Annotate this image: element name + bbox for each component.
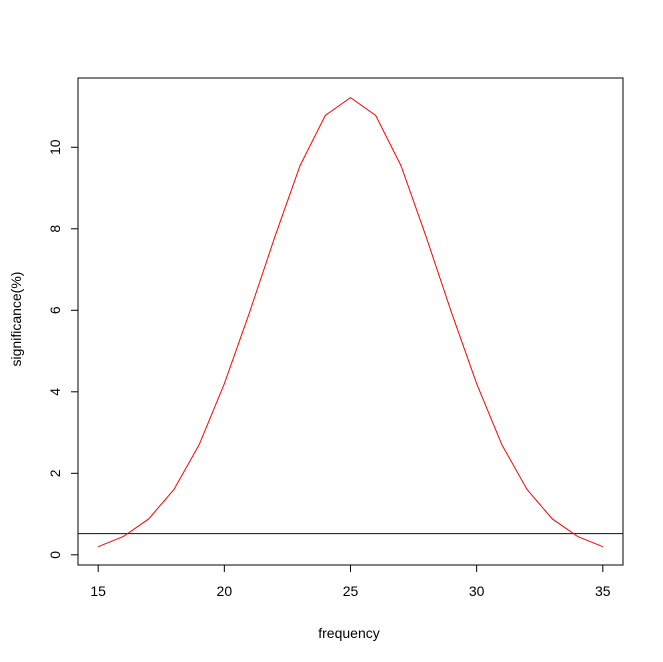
- y-tick-label: 4: [47, 388, 63, 396]
- x-tick-label: 25: [343, 583, 359, 599]
- y-tick-label: 10: [47, 139, 63, 155]
- plot-frame: [77, 77, 624, 566]
- x-axis-title: frequency: [318, 625, 379, 641]
- x-tick-label: 15: [90, 583, 106, 599]
- x-tick-label: 20: [217, 583, 233, 599]
- series-line: [98, 96, 603, 548]
- y-axis: 0 2 4 6 8 10: [47, 139, 79, 559]
- x-axis: 15 20 25 30 35: [90, 564, 611, 599]
- series-group: [98, 96, 603, 548]
- x-tick-label: 35: [595, 583, 611, 599]
- y-tick-label: 0: [47, 551, 63, 559]
- y-tick-label: 2: [47, 469, 63, 477]
- x-tick-label: 30: [469, 583, 485, 599]
- y-tick-label: 8: [47, 225, 63, 233]
- y-axis-title: significance(%): [8, 272, 24, 367]
- y-tick-label: 6: [47, 306, 63, 314]
